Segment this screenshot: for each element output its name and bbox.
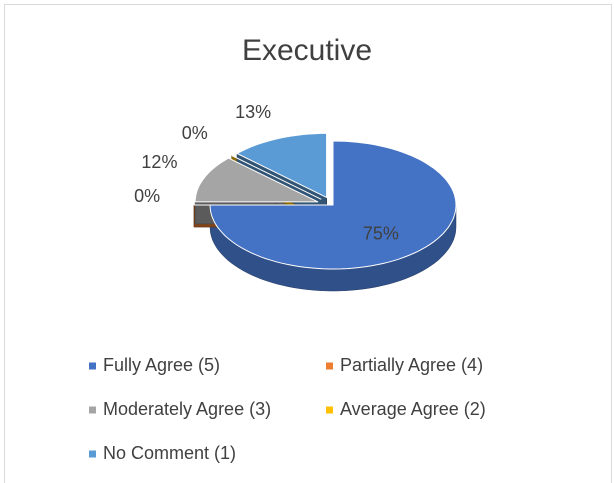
data-label: 0% <box>182 123 208 143</box>
legend-label: Moderately Agree (3) <box>103 399 271 419</box>
data-label: 0% <box>134 186 160 206</box>
legend-swatch <box>326 406 333 414</box>
legend-label: Partially Agree (4) <box>340 355 483 375</box>
legend-swatch <box>89 450 96 458</box>
slice <box>235 132 328 199</box>
data-label: 13% <box>235 102 271 122</box>
legend-label: No Comment (1) <box>103 443 236 463</box>
legend-label: Average Agree (2) <box>340 399 486 419</box>
data-label: 75% <box>363 224 399 244</box>
legend-label: Fully Agree (5) <box>103 355 220 375</box>
legend-swatch <box>326 362 333 370</box>
data-label: 12% <box>141 152 177 172</box>
chart-title: Executive <box>242 34 372 67</box>
legend-swatch <box>89 362 96 370</box>
slice <box>231 155 322 200</box>
slice <box>209 140 457 270</box>
slice <box>194 157 319 203</box>
legend-swatch <box>89 406 96 414</box>
